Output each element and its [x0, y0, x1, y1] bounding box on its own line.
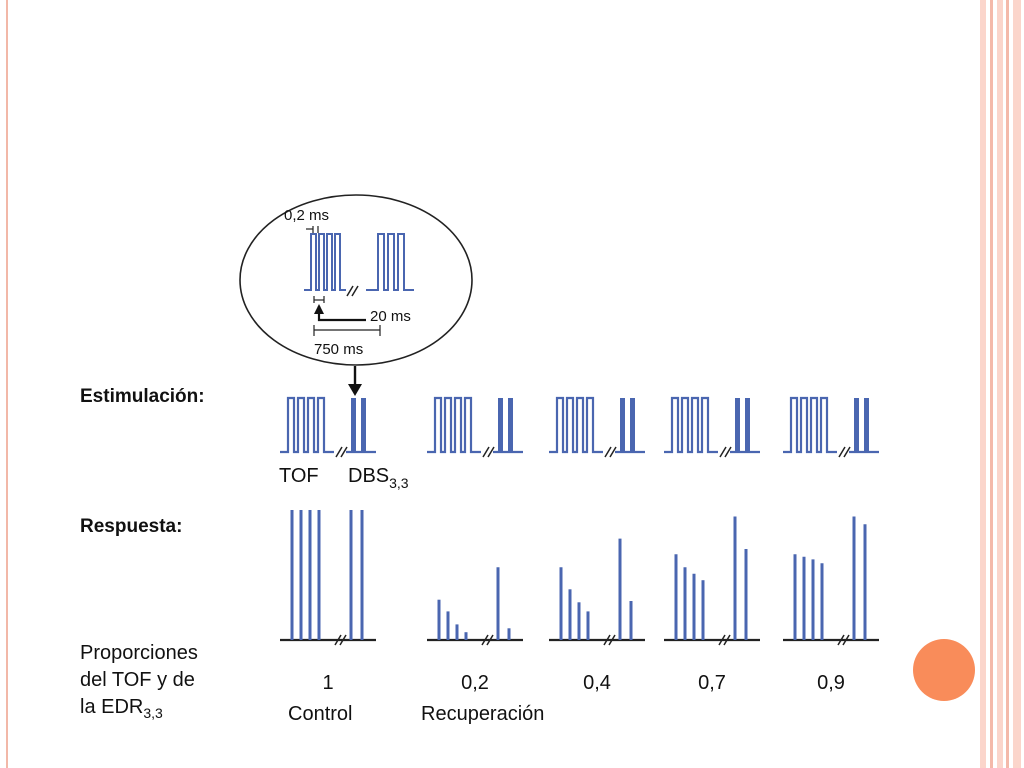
break-mark	[724, 446, 732, 458]
slide-frame-right-stripe	[990, 0, 993, 768]
slide-frame-right-stripe	[1013, 0, 1021, 768]
control-label: Control	[288, 703, 352, 725]
break-mark	[609, 446, 617, 458]
break-mark	[603, 634, 611, 646]
break-mark	[487, 446, 495, 458]
tof-stimulus-train	[783, 396, 837, 454]
tof-stimulus-train	[549, 396, 603, 454]
dbs-stimulus-burst	[351, 398, 356, 452]
ratio-value: 0,7	[698, 672, 726, 694]
break-mark	[340, 446, 348, 458]
inset-arrowhead	[348, 384, 362, 396]
ratio-value: 0,9	[817, 672, 845, 694]
break-mark	[346, 285, 354, 297]
dbs-stimulus-burst	[745, 398, 750, 452]
ratio-value: 1	[322, 672, 333, 694]
dbs-stimulus-burst	[854, 398, 859, 452]
break-mark	[719, 446, 727, 458]
break-mark	[718, 634, 726, 646]
break-mark	[339, 634, 347, 646]
break-mark	[335, 446, 343, 458]
dbs-stimulus-burst	[864, 398, 869, 452]
ratios-label-line3: la EDR3,3	[80, 696, 163, 721]
ratio-value: 0,2	[461, 672, 489, 694]
ratios-label-line1: Proporciones	[80, 642, 198, 664]
break-mark	[334, 634, 342, 646]
tof-stimulus-train	[280, 396, 334, 454]
break-mark	[723, 634, 731, 646]
interval-label: 20 ms	[370, 308, 411, 325]
pulse-width-label: 0,2 ms	[284, 207, 329, 224]
interval-pointer	[317, 306, 366, 322]
break-mark	[486, 634, 494, 646]
dbs-subscript: 3,3	[389, 475, 409, 491]
break-mark	[481, 634, 489, 646]
dbs-label: DBS3,3	[348, 465, 409, 491]
stimulation-label: Estimulación:	[80, 386, 205, 407]
break-mark	[482, 446, 490, 458]
dbs-stimulus-burst	[735, 398, 740, 452]
ratio-value: 0,4	[583, 672, 611, 694]
tof-stimulus-train	[664, 396, 718, 454]
break-mark	[838, 446, 846, 458]
slide-frame-right-stripe	[997, 0, 1003, 768]
ratios-subscript: 3,3	[143, 705, 163, 721]
break-mark	[842, 634, 850, 646]
inset-magnifier-circle	[239, 194, 473, 366]
ratios-label-text: la EDR	[80, 696, 143, 718]
dbs-stimulus-burst	[630, 398, 635, 452]
tof-stimulus-train	[427, 396, 481, 454]
inset-pulse-train	[304, 233, 346, 291]
inset-pulse-train	[366, 233, 414, 291]
break-mark	[608, 634, 616, 646]
period-label: 750 ms	[314, 341, 363, 358]
dbs-stimulus-burst	[508, 398, 513, 452]
ratios-label-line2: del TOF y de	[80, 669, 195, 691]
break-mark	[351, 285, 359, 297]
interval-arrowhead	[314, 304, 324, 314]
recovery-label: Recuperación	[421, 703, 544, 725]
tof-label: TOF	[279, 465, 319, 487]
slide-frame-left	[6, 0, 8, 768]
break-mark	[604, 446, 612, 458]
slide-frame-right-stripe	[980, 0, 986, 768]
dbs-stimulus-burst	[620, 398, 625, 452]
break-mark	[837, 634, 845, 646]
slide-frame-right-stripe	[1006, 0, 1009, 768]
dbs-stimulus-burst	[361, 398, 366, 452]
break-mark	[843, 446, 851, 458]
response-label: Respuesta:	[80, 516, 182, 537]
accent-circle	[913, 639, 975, 701]
dbs-label-text: DBS	[348, 465, 389, 487]
dbs-stimulus-burst	[498, 398, 503, 452]
